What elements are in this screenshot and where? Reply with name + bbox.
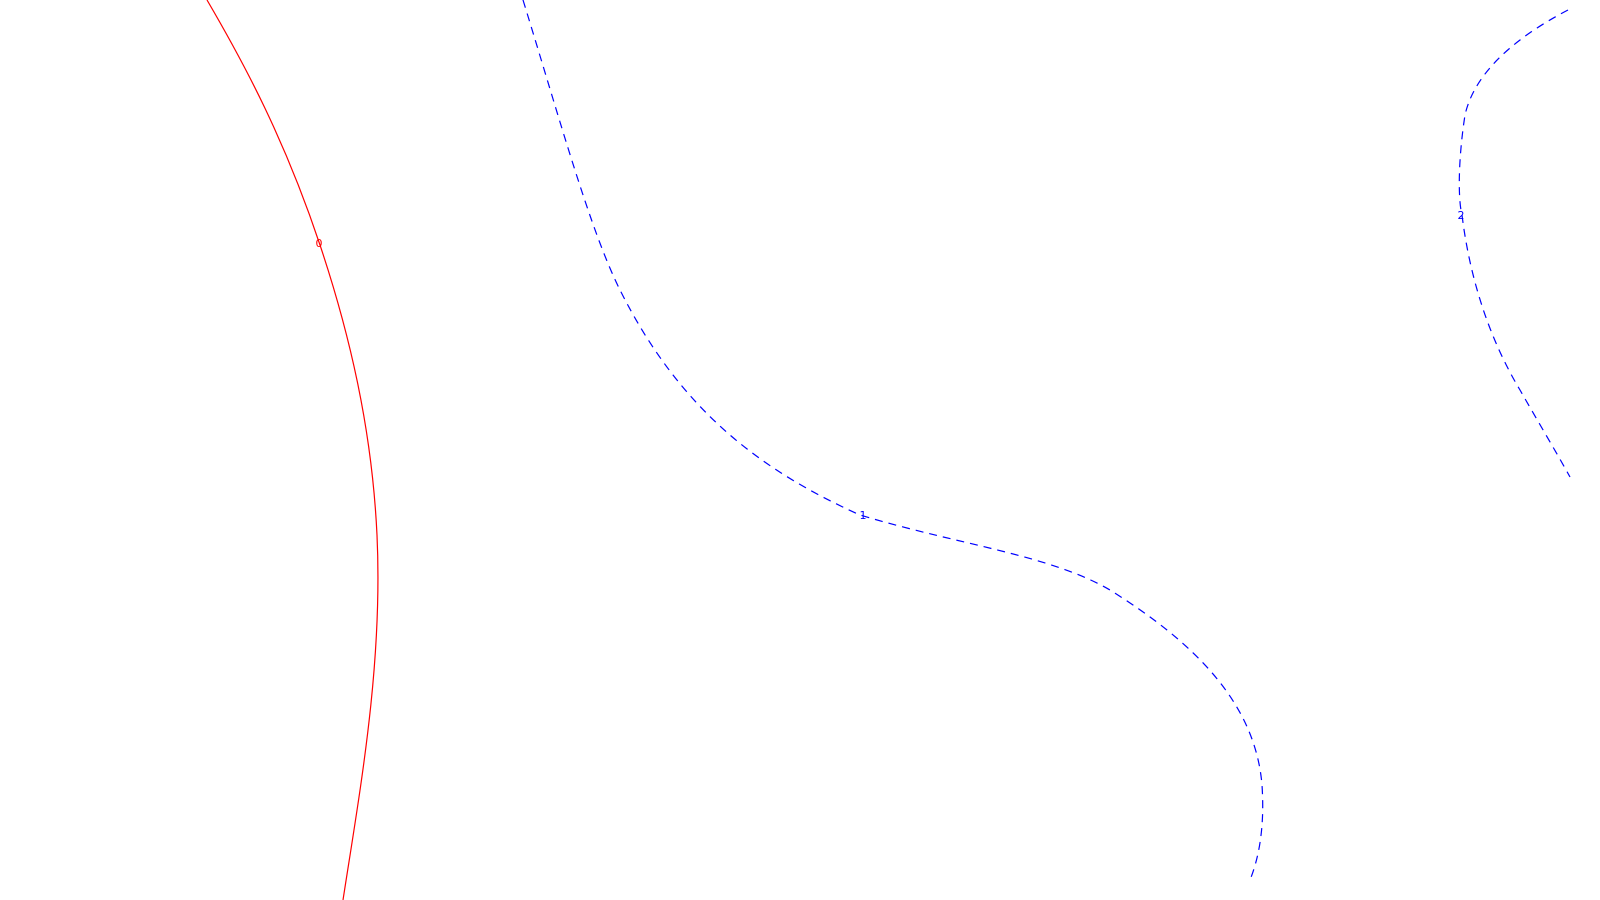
- contour-line-2: [1458, 9, 1571, 478]
- contour-label-2: 2: [1458, 209, 1465, 222]
- contour-line-0: [206, 0, 379, 900]
- contour-label-0: 0: [316, 237, 323, 250]
- contour-label-1: 1: [860, 509, 867, 522]
- contour-line-1: [522, 0, 1264, 881]
